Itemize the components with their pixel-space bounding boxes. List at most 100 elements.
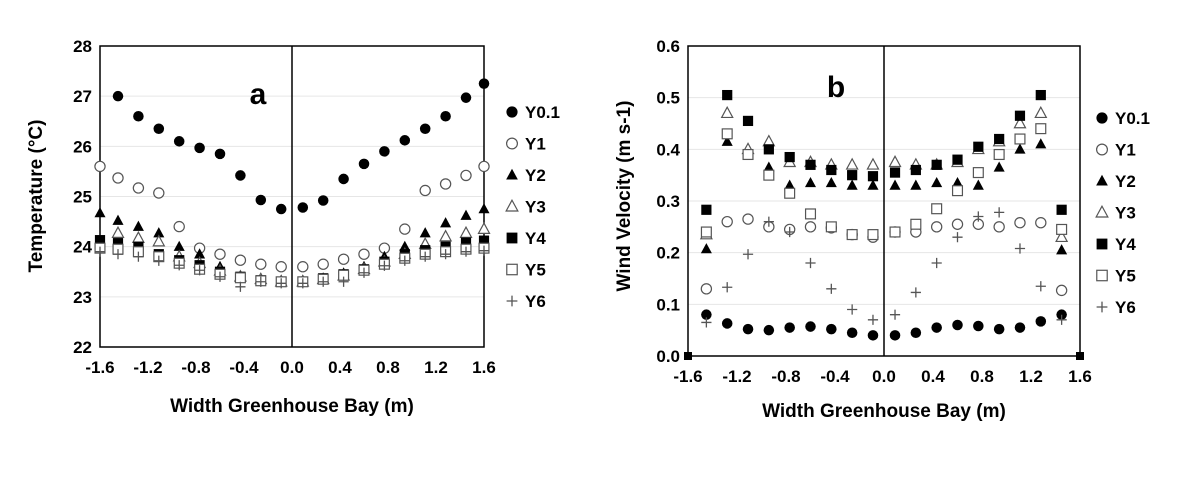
axis-end-marker (1076, 352, 1084, 360)
legend-item: Y6 (506, 292, 546, 311)
series-Y2 (700, 135, 1068, 255)
panel-a-x-tick-labels: -1.6 -1.2 -0.8 -0.4 0.0 0.4 0.8 1.2 1.6 (85, 358, 495, 377)
data-point (297, 261, 309, 273)
data-point (784, 226, 795, 238)
data-point (112, 249, 124, 260)
legend-label: Y0.1 (525, 103, 560, 122)
data-point (420, 251, 431, 262)
data-point (460, 92, 472, 103)
data-point (846, 229, 858, 241)
y-tick-label: 0.1 (656, 295, 680, 314)
data-point (742, 323, 754, 335)
legend-item: Y4 (1096, 235, 1136, 254)
data-point (1056, 314, 1067, 325)
data-point (951, 218, 964, 230)
data-point (338, 276, 349, 287)
data-point (275, 261, 287, 273)
legend-item: Y2 (1096, 172, 1136, 191)
data-point (742, 148, 754, 161)
data-point (721, 135, 733, 146)
data-point (153, 187, 165, 199)
data-point (1056, 244, 1068, 255)
data-point (889, 226, 901, 238)
x-tick-label: 0.4 (328, 358, 352, 377)
data-point (700, 283, 713, 295)
data-point (214, 271, 226, 282)
x-tick-label: 0.8 (376, 358, 400, 377)
data-point (804, 208, 817, 220)
data-point (994, 133, 1005, 145)
data-point (1035, 281, 1046, 292)
data-point (174, 260, 185, 271)
panel-a-y-axis-title: Temperature (°C) (26, 120, 47, 273)
series-Y1 (94, 160, 490, 273)
x-tick-label: 1.6 (1068, 367, 1092, 386)
data-point (931, 203, 943, 215)
data-point (214, 248, 226, 260)
data-point (805, 159, 816, 170)
data-point (700, 243, 712, 254)
data-point (826, 283, 837, 294)
data-point (866, 157, 880, 170)
data-point (867, 179, 879, 190)
data-point (1055, 284, 1068, 297)
data-point (1013, 116, 1027, 129)
data-point (358, 248, 370, 260)
data-point (867, 171, 879, 182)
data-point (993, 148, 1005, 161)
data-point (1014, 322, 1026, 333)
legend-item: Y2 (506, 166, 546, 185)
data-point (478, 235, 490, 246)
y-tick-label: 27 (73, 87, 92, 106)
legend-label: Y2 (525, 166, 546, 185)
data-point (847, 170, 858, 181)
data-point (194, 265, 205, 276)
data-point (297, 202, 309, 213)
data-point (255, 258, 267, 270)
legend-marker (505, 198, 519, 212)
data-point (440, 110, 451, 122)
legend-marker (506, 168, 518, 180)
data-point (1035, 123, 1047, 135)
legend-label: Y6 (525, 292, 546, 311)
legend-marker (1095, 143, 1108, 156)
data-point (478, 245, 490, 256)
data-point (722, 89, 733, 101)
data-point (701, 204, 712, 215)
data-point (1014, 110, 1026, 121)
data-point (1034, 105, 1048, 119)
legend-marker (1096, 269, 1108, 282)
data-point (763, 324, 775, 336)
legend-label: Y5 (525, 261, 546, 280)
data-point (845, 157, 859, 170)
data-point (317, 195, 329, 206)
data-point (994, 207, 1005, 218)
data-point (358, 267, 370, 278)
data-point (478, 203, 490, 214)
legend-marker (1096, 174, 1108, 186)
data-point (910, 164, 921, 176)
legend-marker (1096, 238, 1108, 250)
y-tick-label: 0.6 (656, 37, 680, 56)
x-tick-label: 0.0 (280, 358, 304, 377)
data-point (763, 161, 775, 172)
data-point (173, 136, 185, 147)
data-point (889, 330, 901, 341)
data-point (888, 155, 902, 168)
data-point (826, 164, 837, 176)
data-point (701, 309, 712, 320)
data-point (804, 176, 817, 188)
data-point (867, 229, 879, 241)
panel-b-y-axis-title: Wind Velocity (m s-1) (614, 101, 635, 292)
data-point (255, 194, 267, 206)
data-point (805, 321, 816, 332)
data-point (1056, 223, 1068, 235)
data-point (173, 240, 185, 251)
data-point (276, 278, 287, 289)
legend-label: Y4 (525, 229, 546, 248)
data-point (94, 246, 106, 257)
data-point (338, 173, 349, 185)
data-point (399, 135, 411, 146)
data-point (477, 221, 491, 234)
